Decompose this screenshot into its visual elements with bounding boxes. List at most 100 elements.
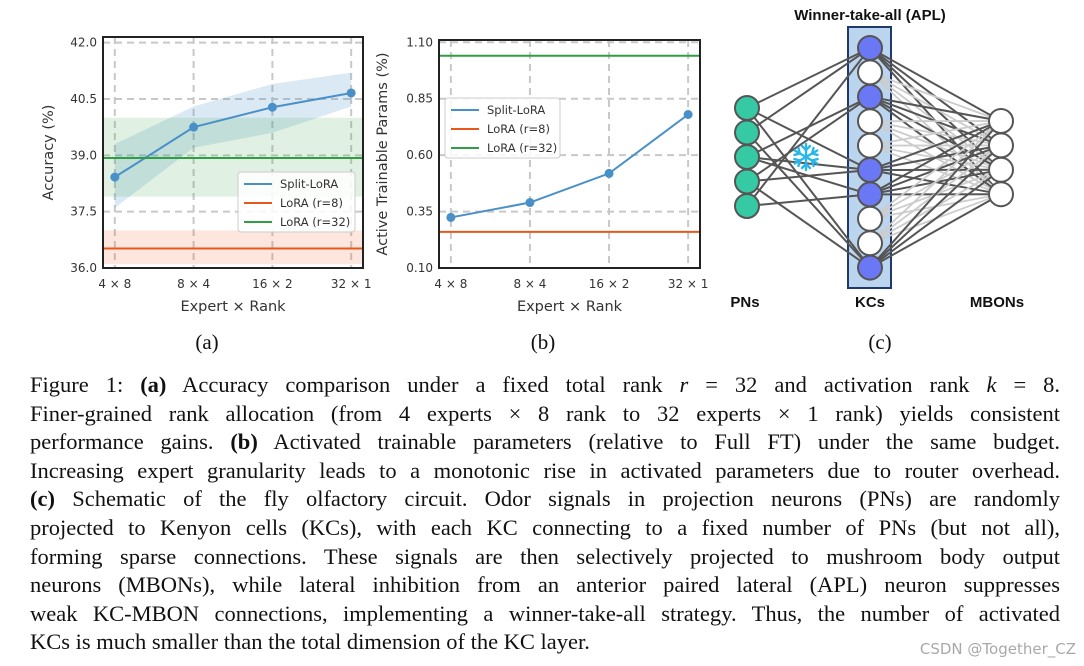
snowflake-arm [804, 155, 819, 168]
snowflake-stroke [810, 152, 819, 157]
confidence-band [103, 230, 363, 265]
kcs-label: KCs [855, 294, 885, 311]
strong-connection [869, 144, 1002, 269]
caption-segment: Increasing expert granularity leads to a… [30, 457, 1060, 483]
pn-node [734, 144, 760, 170]
pn-kc-connection [746, 180, 871, 269]
caption-segment: weak KC-MBON connections, implementing a… [30, 600, 1060, 626]
caption-segment: Finer-grained rank allocation (from 4 ex… [30, 400, 1060, 426]
series-line [450, 113, 689, 219]
caption-line: (c) Schematic of the fly olfactory circu… [30, 485, 1060, 514]
snowflake-icon [793, 142, 819, 172]
strong-connection [869, 47, 1002, 122]
strong-connection [869, 168, 1002, 269]
mbon-node [988, 156, 1014, 183]
plot-frame [438, 39, 701, 269]
y-tick-label: 37.5 [70, 205, 97, 219]
caption-line: performance gains. (b) Activated trainab… [30, 428, 1060, 457]
caption-segment: (a) [140, 372, 167, 397]
x-tick-label: 4 × 8 [98, 277, 131, 291]
y-axis-label: Active Trainable Params (%) [375, 52, 391, 255]
data-point [189, 122, 199, 132]
data-point [604, 168, 614, 178]
caption-segment: Figure 1: [30, 372, 141, 397]
snowflake-arm [800, 155, 812, 172]
caption-segment: Schematic of the fly olfactory circuit. … [54, 486, 1060, 512]
caption-segment: KCs is much smaller than the total dimen… [30, 629, 590, 655]
subfigure-label-a: (a) [195, 330, 219, 354]
chart-b: 4 × 8 8 × 4 16 × 2 32 × 1 0.10 0.35 0.60 0.85 1.… [375, 35, 708, 315]
caption-segment: k [986, 372, 997, 397]
x-tick-label: 32 × 1 [668, 277, 709, 291]
strong-connection [869, 95, 1002, 122]
y-tick-label: 36.0 [70, 261, 97, 275]
plot-frame [102, 36, 364, 269]
mbon-node [988, 132, 1014, 159]
caption-segment: performance gains. [30, 429, 231, 455]
figure-caption: Figure 1: (a) Accuracy comparison under … [30, 371, 1060, 657]
legend-box [444, 97, 561, 159]
data-point [110, 172, 120, 182]
kc-node [857, 132, 883, 159]
mbons-label: MBONs [970, 294, 1024, 311]
confidence-band [114, 72, 352, 208]
figure: 4 × 8 8 × 4 16 × 2 32 × 1 36.0 37.5 39.0 40.5 42… [41, 7, 1024, 315]
snowflake-arm [793, 146, 808, 159]
snowflake-stroke [797, 146, 802, 155]
pn-kc-connection [746, 156, 871, 171]
strong-connection [869, 120, 1002, 196]
kc-node [857, 59, 883, 86]
y-tick-label: 1.10 [406, 35, 433, 49]
caption-line: projected to Kenyon cells (KCs), with ea… [30, 514, 1060, 543]
snowflake-stroke [804, 144, 812, 152]
legend: Split-LoRA LoRA (r=8) LoRA (r=32) [237, 171, 356, 233]
snowflake-arm [800, 142, 812, 159]
caption-segment: Accuracy comparison under a fixed total … [166, 372, 680, 397]
snowflake-arm [804, 146, 819, 159]
legend-label: LoRA (r=32) [280, 215, 350, 229]
diagram-title: Winner-take-all (APL) [794, 7, 946, 24]
legend: Split-LoRA LoRA (r=8) LoRA (r=32) [444, 97, 561, 159]
strong-connection [869, 120, 1002, 269]
caption-line: weak KC-MBON connections, implementing a… [30, 600, 1060, 629]
caption-line: neurons (MBONs), while lateral inhibitio… [30, 571, 1060, 600]
y-tick-label: 39.0 [70, 148, 97, 162]
legend-label: Split-LoRA [487, 103, 545, 117]
pns-label: PNs [730, 294, 759, 311]
subfigure-label-b: (b) [530, 330, 556, 354]
pn-kc-connection [746, 47, 871, 109]
pn-node [734, 95, 760, 121]
x-tick-label: 32 × 1 [331, 277, 372, 291]
caption-line: Figure 1: (a) Accuracy comparison under … [30, 371, 1060, 400]
x-axis-label: Expert × Rank [180, 299, 286, 315]
series-line [114, 91, 352, 178]
kc-node [857, 83, 883, 110]
mbon-node [988, 108, 1014, 134]
x-tick-label: 8 × 4 [177, 277, 210, 291]
data-point [346, 88, 356, 98]
kc-node [857, 157, 883, 183]
kc-node [857, 254, 883, 281]
pn-kc-connection [746, 193, 871, 207]
watermark: CSDN @Together_CZ [919, 640, 1076, 658]
x-tick-label: 4 × 8 [434, 277, 467, 291]
caption-line: forming sparse connections. These signal… [30, 543, 1060, 572]
caption-segment: = 8. [996, 372, 1060, 397]
olfactory-circuit-diagram: Winner-take-all (APL) PNs KCs MBONs [730, 7, 1024, 311]
strong-connection [869, 193, 1002, 269]
data-point [446, 212, 456, 222]
y-tick-label: 0.35 [406, 205, 433, 219]
snowflake-stroke [793, 157, 802, 162]
caption-segment: forming sparse connections. These signal… [30, 543, 1060, 569]
pn-kc-connection [746, 47, 871, 207]
x-tick-label: 8 × 4 [513, 277, 546, 291]
caption-line: Increasing expert granularity leads to a… [30, 457, 1060, 486]
y-tick-label: 0.85 [406, 92, 433, 106]
y-tick-label: 42.0 [70, 36, 97, 50]
kc-node [857, 205, 883, 232]
data-point [683, 109, 693, 119]
caption-segment: Activated trainable parameters (relative… [257, 429, 1060, 455]
y-tick-label: 0.60 [406, 148, 433, 162]
y-tick-label: 40.5 [70, 92, 97, 106]
pn-kc-connection [746, 95, 871, 183]
